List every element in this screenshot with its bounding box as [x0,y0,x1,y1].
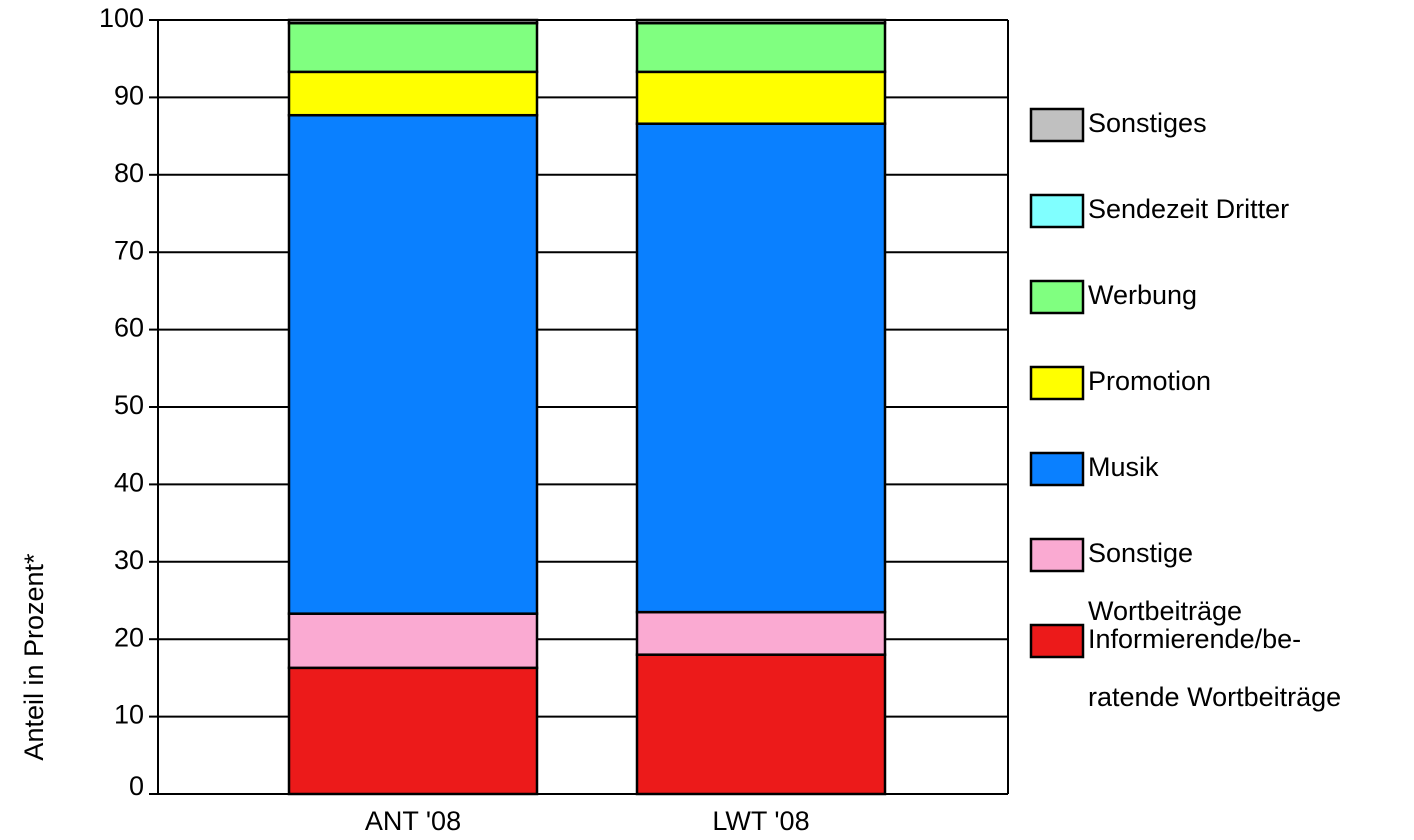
legend-swatch [1029,451,1085,487]
bar-segment [287,113,539,615]
legend-swatch [1029,107,1085,143]
legend-label: Promotion [1088,366,1211,396]
bar-segment [287,666,539,796]
legend-label: Sonstige [1088,538,1193,568]
bar-segment [287,612,539,670]
y-tick-labels: 0 10 20 30 40 50 60 70 80 90 100 [99,3,158,801]
bar-segment [635,70,887,125]
bar-segment [287,70,539,117]
bar-segment [287,18,539,25]
legend: Sonstiges Sendezeit Dritter Werbung Promoti… [1029,107,1341,712]
legend-label: Sendezeit Dritter [1088,194,1289,224]
legend-label: ratende Wortbeiträge [1088,682,1341,712]
legend-label: Sonstiges [1088,108,1207,138]
bar-segment [635,21,887,74]
y-tick-label: 50 [114,390,144,420]
bar-segments [287,18,887,796]
legend-label: Werbung [1088,280,1197,310]
y-tick-label: 40 [114,468,144,498]
y-axis-label: Anteil in Prozent* [19,553,49,761]
x-tick-label: ANT '08 [365,806,461,836]
y-tick-label: 70 [114,235,144,265]
bar-segment [635,122,887,614]
bar-segment [635,653,887,796]
legend-label: Musik [1088,452,1159,482]
y-tick-label: 30 [114,545,144,575]
y-tick-label: 100 [99,3,144,33]
bar-segment [635,18,887,25]
legend-label: Wortbeiträge [1088,596,1242,626]
y-tick-label: 20 [114,622,144,652]
legend-swatch [1029,279,1085,315]
y-tick-label: 0 [129,771,144,801]
legend-label: Informierende/be- [1088,624,1301,654]
bar-segment [635,610,887,656]
legend-swatch [1029,623,1085,659]
y-tick-label: 90 [114,81,144,111]
legend-swatch [1029,193,1085,229]
y-tick-label: 80 [114,158,144,188]
y-tick-label: 60 [114,313,144,343]
bar-segment [287,21,539,74]
x-tick-label: LWT '08 [712,806,809,836]
y-tick-label: 10 [114,700,144,730]
legend-swatch [1029,365,1085,401]
legend-swatch [1029,537,1085,573]
x-tick-labels: ANT '08 LWT '08 [365,806,810,836]
